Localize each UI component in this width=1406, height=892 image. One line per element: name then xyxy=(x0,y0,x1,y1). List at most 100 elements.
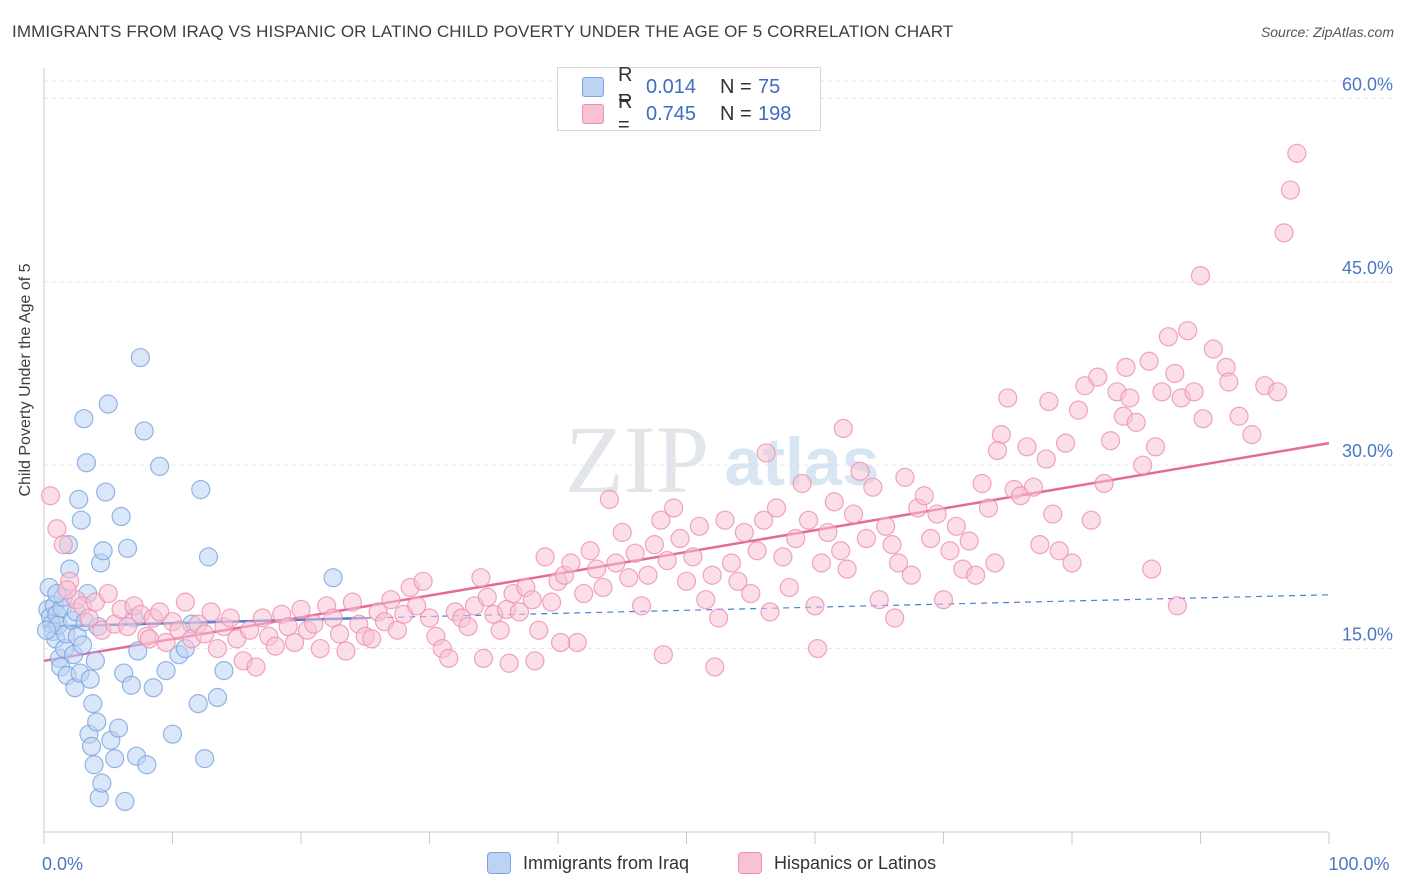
point-hispanic xyxy=(53,535,73,555)
point-hispanic xyxy=(786,528,806,549)
point-hispanic xyxy=(329,624,350,644)
point-hispanic xyxy=(1120,388,1140,408)
point-iraq xyxy=(84,755,104,775)
series-swatch-iraq xyxy=(487,852,511,874)
point-hispanic xyxy=(753,510,774,530)
point-iraq xyxy=(198,547,219,567)
point-hispanic xyxy=(1017,437,1037,457)
point-hispanic xyxy=(499,653,519,673)
point-hispanic xyxy=(619,568,639,588)
point-hispanic xyxy=(689,516,709,536)
point-hispanic xyxy=(407,596,427,616)
point-hispanic xyxy=(586,559,607,579)
point-hispanic xyxy=(869,590,889,610)
point-iraq xyxy=(72,635,93,655)
point-iraq xyxy=(121,675,141,695)
point-hispanic xyxy=(1049,541,1069,561)
point-hispanic xyxy=(471,568,491,588)
point-hispanic xyxy=(940,541,960,561)
point-hispanic xyxy=(57,580,77,600)
point-hispanic xyxy=(638,565,658,585)
point-hispanic xyxy=(201,602,221,622)
series-legend-label: Immigrants from Iraq xyxy=(523,852,690,873)
point-hispanic xyxy=(1133,455,1153,475)
series-legend-item-iraq[interactable]: Immigrants from Iraq xyxy=(487,852,689,874)
point-hispanic xyxy=(966,565,986,585)
point-hispanic xyxy=(458,616,478,637)
point-hispanic xyxy=(240,620,260,640)
point-iraq xyxy=(162,724,183,744)
point-hispanic xyxy=(644,535,664,555)
point-hispanic xyxy=(439,648,459,668)
point-hispanic xyxy=(606,553,626,573)
point-hispanic xyxy=(220,608,240,628)
watermark-zip: ZIP xyxy=(565,406,709,513)
point-hispanic xyxy=(831,541,851,561)
point-hispanic xyxy=(805,596,825,616)
point-hispanic xyxy=(921,528,941,549)
point-hispanic xyxy=(766,498,787,518)
point-iraq xyxy=(134,421,154,441)
point-hispanic xyxy=(985,553,1005,573)
point-iraq xyxy=(195,749,215,769)
point-hispanic xyxy=(760,602,780,622)
point-hispanic xyxy=(885,608,905,628)
y-axis-label: Child Poverty Under the Age of 5 xyxy=(17,263,34,497)
point-hispanic xyxy=(1139,351,1159,371)
point-hispanic xyxy=(998,388,1018,408)
point-hispanic xyxy=(1039,391,1059,412)
point-hispanic xyxy=(1036,449,1056,469)
point-hispanic xyxy=(490,620,510,640)
point-iraq xyxy=(150,456,170,476)
point-hispanic xyxy=(1165,363,1185,384)
point-hispanic xyxy=(246,657,266,677)
point-hispanic xyxy=(818,522,838,543)
point-iraq xyxy=(111,506,131,527)
legend-swatch-iraq xyxy=(582,77,604,97)
point-hispanic xyxy=(342,592,362,612)
point-hispanic xyxy=(1274,223,1294,243)
point-hispanic xyxy=(709,608,729,628)
point-iraq xyxy=(130,347,150,368)
point-hispanic xyxy=(702,565,722,585)
point-hispanic xyxy=(991,425,1011,445)
y-tick-label: 15.0% xyxy=(1342,625,1393,645)
point-hispanic xyxy=(265,636,285,656)
point-hispanic xyxy=(625,543,645,563)
legend-n-label: N = xyxy=(720,75,752,98)
point-hispanic xyxy=(310,638,330,659)
point-hispanic xyxy=(1203,339,1223,359)
y-axis-label-wrap: Child Poverty Under the Age of 5 xyxy=(14,130,38,630)
point-hispanic xyxy=(1219,372,1239,392)
series-legend: Immigrants from Iraq Hispanics or Latino… xyxy=(0,852,1406,876)
point-hispanic xyxy=(631,596,652,616)
point-hispanic xyxy=(419,608,440,628)
point-hispanic xyxy=(933,590,954,610)
point-iraq xyxy=(85,651,106,671)
point-hispanic xyxy=(987,440,1008,461)
point-hispanic xyxy=(1158,327,1178,347)
point-hispanic xyxy=(1062,553,1082,573)
point-hispanic xyxy=(914,486,934,506)
point-hispanic xyxy=(1145,437,1166,457)
point-hispanic xyxy=(807,638,828,659)
point-iraq xyxy=(115,791,135,812)
point-iraq xyxy=(74,409,94,429)
point-hispanic xyxy=(811,553,832,573)
point-hispanic xyxy=(284,632,305,653)
point-hispanic xyxy=(574,583,594,604)
trend-line-iraq-extension xyxy=(365,594,1330,619)
point-hispanic xyxy=(1088,367,1108,387)
point-iraq xyxy=(83,694,103,714)
point-iraq xyxy=(76,453,97,473)
series-swatch-hispanic xyxy=(738,852,762,874)
point-hispanic xyxy=(207,638,228,659)
series-legend-item-hispanic[interactable]: Hispanics or Latinos xyxy=(738,852,936,874)
legend-r-label: R = xyxy=(618,64,633,109)
point-hispanic xyxy=(477,587,497,607)
point-hispanic xyxy=(1100,431,1121,451)
point-hispanic xyxy=(843,504,864,524)
point-iraq xyxy=(108,718,129,738)
point-hispanic xyxy=(850,461,870,481)
